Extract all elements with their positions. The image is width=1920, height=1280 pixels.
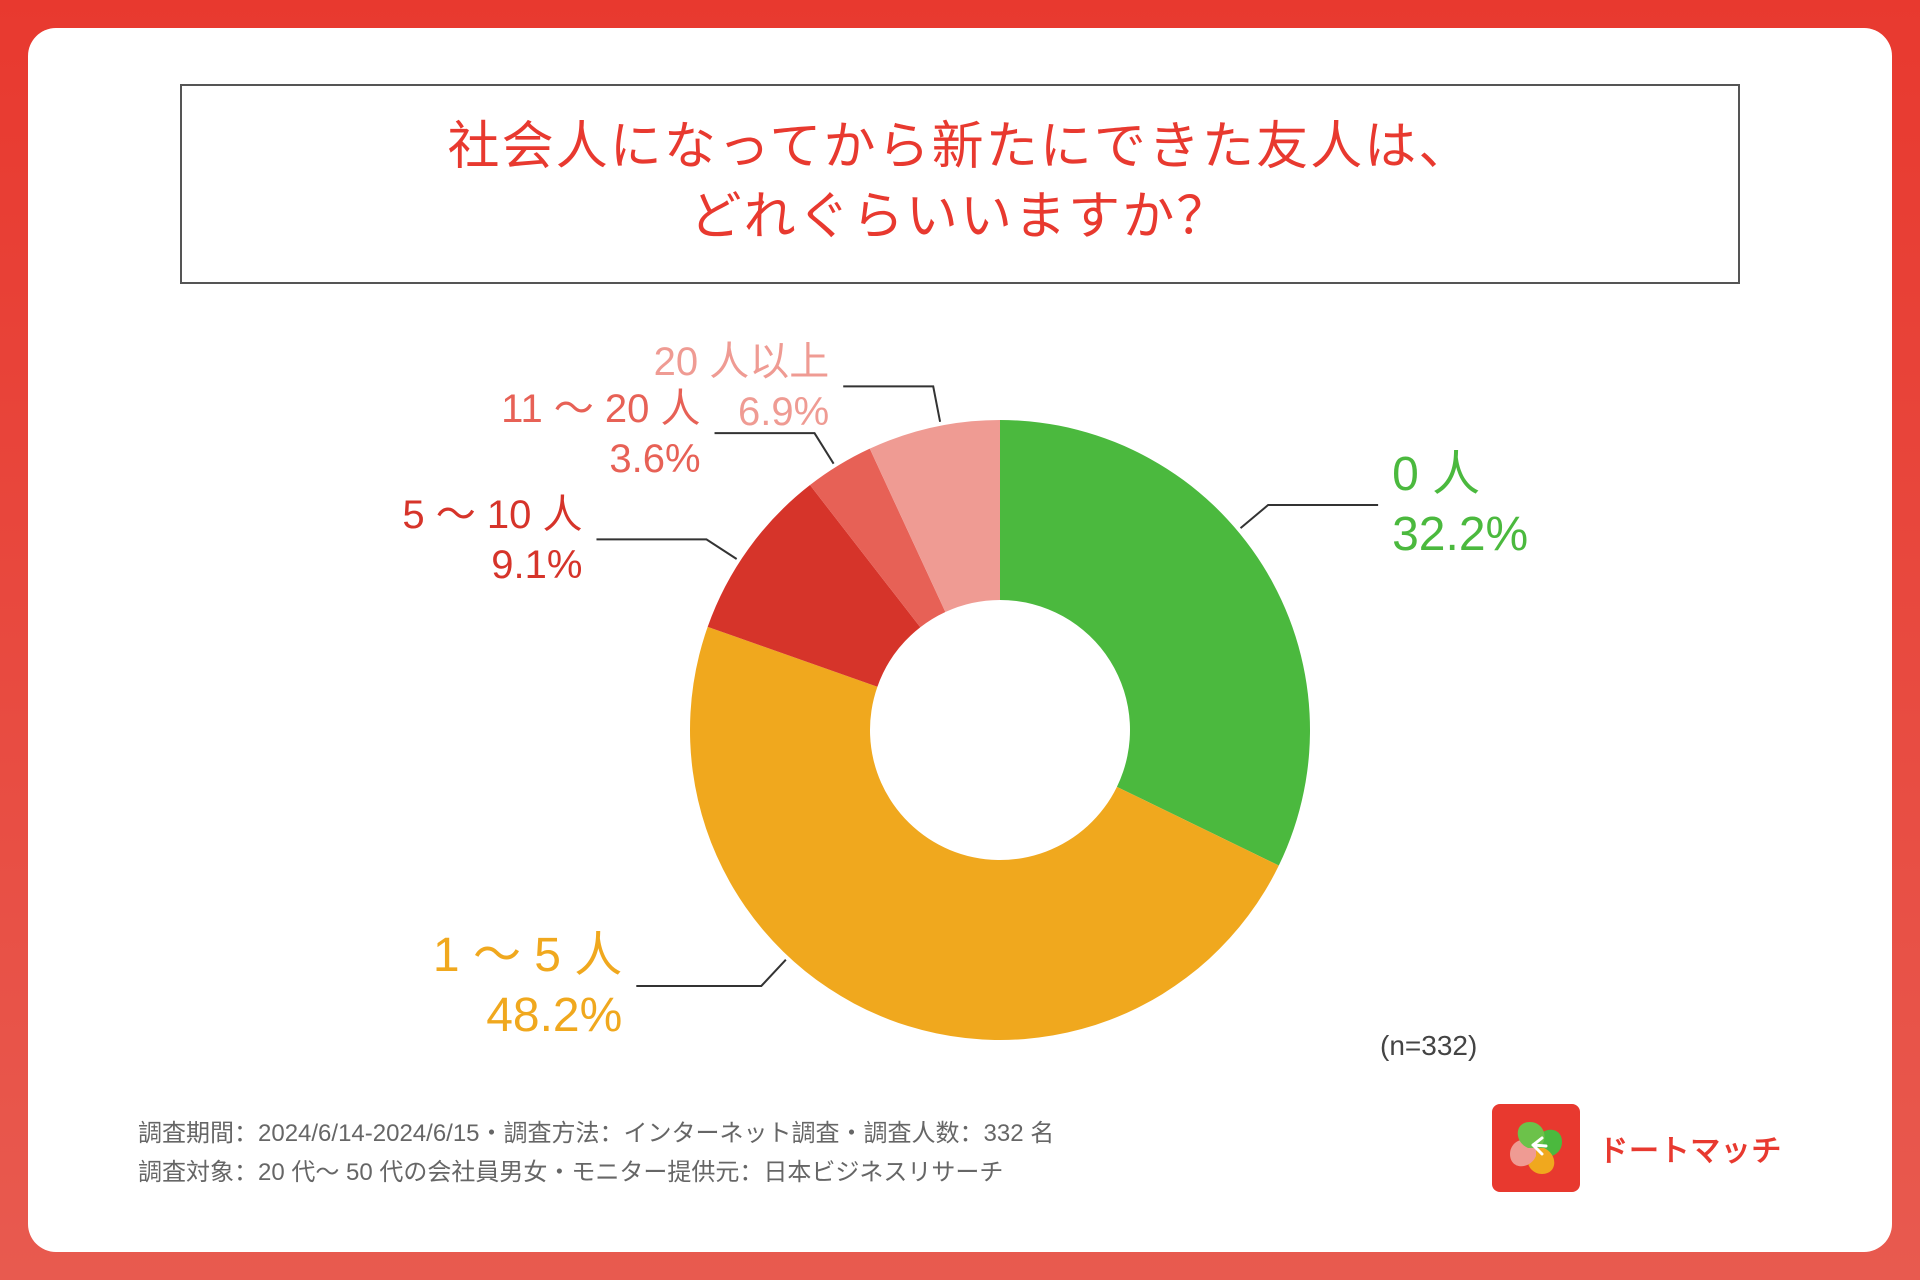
slice-label-s1: 1 ～ 5 人48.2% (433, 926, 622, 1046)
slice-category: 5 ～ 10 人 (402, 490, 582, 540)
donut-chart: 0 人32.2%1 ～ 5 人48.2%5 ～ 10 人9.1%11 ～ 20 … (138, 320, 1782, 1100)
title-line-2: どれぐらいいますか？ (222, 182, 1698, 252)
leader-s1 (636, 960, 786, 986)
title-line-1: 社会人になってから新たにできた友人は、 (222, 112, 1698, 182)
footer-line-1: 調査期間：2024/6/14-2024/6/15・調査方法：インターネット調査・… (138, 1115, 1054, 1153)
title-box: 社会人になってから新たにできた友人は、 どれぐらいいますか？ (180, 84, 1740, 284)
donut-svg (138, 320, 1782, 1100)
slice-percent: 6.9% (654, 387, 830, 437)
leader-s3 (715, 434, 834, 465)
slice-label-s4: 20 人以上6.9% (654, 337, 830, 437)
slice-percent: 3.6% (501, 434, 700, 484)
slice-label-s2: 5 ～ 10 人9.1% (402, 490, 582, 590)
brand: ドートマッチ (1492, 1104, 1782, 1192)
slice-category: 1 ～ 5 人 (433, 926, 622, 986)
card: 社会人になってから新たにできた友人は、 どれぐらいいますか？ 0 人32.2% 1… (28, 28, 1892, 1252)
slice-percent: 32.2% (1392, 505, 1528, 565)
slice-percent: 48.2% (433, 986, 622, 1046)
leader-s0 (1241, 505, 1379, 528)
slice-category: 0 人 (1392, 445, 1528, 505)
slice-label-s0: 0 人32.2% (1392, 445, 1528, 565)
sample-size: (n=332) (1380, 1030, 1477, 1062)
brand-logo-icon (1492, 1104, 1580, 1192)
slice-category: 20 人以上 (654, 337, 830, 387)
leader-s4 (843, 387, 940, 422)
donut-slice-s0 (1000, 420, 1310, 866)
survey-footer: 調査期間：2024/6/14-2024/6/15・調査方法：インターネット調査・… (138, 1115, 1054, 1192)
slice-percent: 9.1% (402, 540, 582, 590)
brand-name: ドートマッチ (1598, 1126, 1782, 1170)
leader-s2 (596, 540, 736, 560)
footer-line-2: 調査対象：20 代～ 50 代の会社員男女・モニター提供元：日本ビジネスリサーチ (138, 1154, 1054, 1192)
